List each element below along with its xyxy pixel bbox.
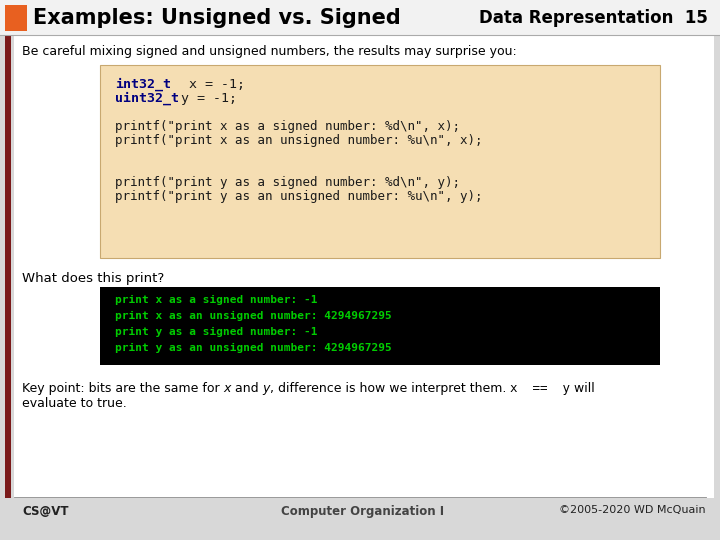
Bar — [100, 287, 660, 365]
Text: What does this print?: What does this print? — [22, 272, 164, 285]
Text: x = -1;: x = -1; — [173, 78, 245, 91]
Text: ©2005-2020 WD McQuain: ©2005-2020 WD McQuain — [559, 505, 706, 515]
Text: printf("print x as an unsigned number: %u\n", x);: printf("print x as an unsigned number: %… — [115, 134, 482, 147]
Text: Examples: Unsigned vs. Signed: Examples: Unsigned vs. Signed — [33, 8, 401, 28]
Text: print x as an unsigned number: 4294967295: print x as an unsigned number: 429496729… — [115, 311, 392, 321]
Bar — [5, 5, 27, 31]
Text: uint32_t: uint32_t — [115, 92, 179, 105]
Text: Be careful mixing signed and unsigned numbers, the results may surprise you:: Be careful mixing signed and unsigned nu… — [22, 45, 517, 58]
Text: Computer Organization I: Computer Organization I — [282, 505, 444, 518]
Text: print y as an unsigned number: 4294967295: print y as an unsigned number: 429496729… — [115, 343, 392, 353]
Text: , difference is how we interpret them.: , difference is how we interpret them. — [270, 382, 510, 395]
Bar — [14, 36, 714, 498]
Text: printf("print y as an unsigned number: %u\n", y);: printf("print y as an unsigned number: %… — [115, 190, 482, 203]
Bar — [0, 0, 720, 35]
Text: x  ==  y: x == y — [510, 382, 570, 395]
Text: CS@VT: CS@VT — [22, 505, 68, 518]
Text: and: and — [231, 382, 263, 395]
Text: will: will — [570, 382, 595, 395]
Text: printf("print x as a signed number: %d\n", x);: printf("print x as a signed number: %d\n… — [115, 120, 460, 133]
Text: print y as a signed number: -1: print y as a signed number: -1 — [115, 327, 318, 337]
Text: x: x — [224, 382, 231, 395]
Bar — [100, 65, 660, 258]
Text: Key point: bits are the same for: Key point: bits are the same for — [22, 382, 224, 395]
Text: y = -1;: y = -1; — [173, 92, 237, 105]
Text: printf("print y as a signed number: %d\n", y);: printf("print y as a signed number: %d\n… — [115, 176, 460, 189]
Text: Data Representation  15: Data Representation 15 — [479, 9, 708, 27]
Text: print x as a signed number: -1: print x as a signed number: -1 — [115, 295, 318, 305]
Text: evaluate to true.: evaluate to true. — [22, 397, 127, 410]
Text: y: y — [263, 382, 270, 395]
Bar — [5, 36, 11, 498]
Text: int32_t: int32_t — [115, 78, 171, 91]
